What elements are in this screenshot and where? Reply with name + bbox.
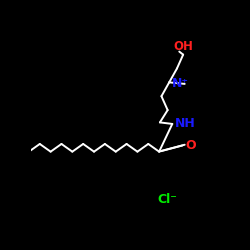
- Text: O: O: [186, 139, 196, 152]
- Text: Cl⁻: Cl⁻: [157, 193, 177, 206]
- Text: N⁺: N⁺: [172, 78, 188, 90]
- Text: NH: NH: [174, 118, 196, 130]
- Text: OH: OH: [173, 40, 193, 54]
